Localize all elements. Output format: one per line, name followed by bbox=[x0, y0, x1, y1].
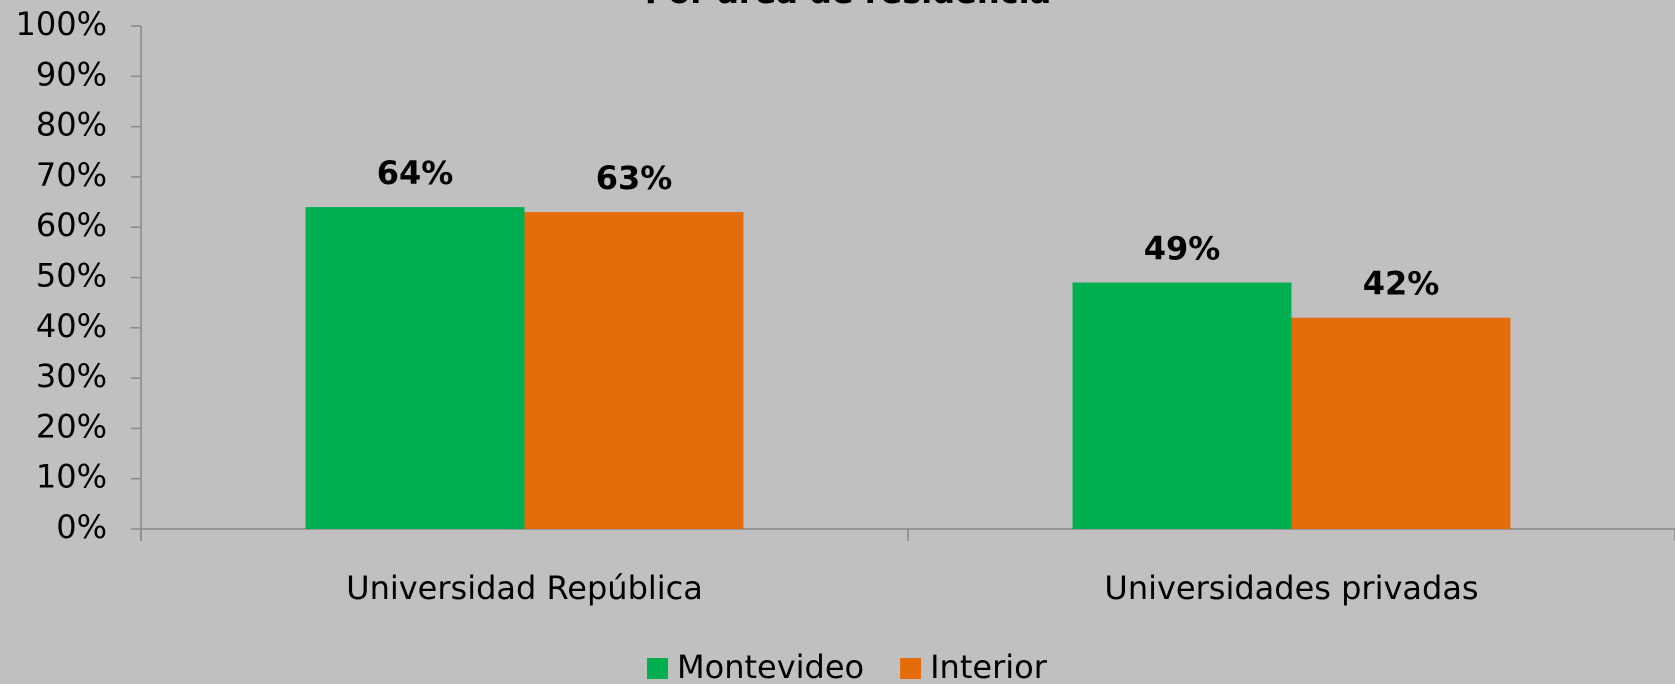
y-tick-label: 90% bbox=[36, 55, 107, 93]
x-tick-label: Universidad República bbox=[346, 569, 703, 607]
bar bbox=[1291, 317, 1511, 529]
chart-title: Por área de residencia bbox=[645, 0, 1051, 11]
data-label: 42% bbox=[1363, 265, 1440, 303]
y-tick-label: 40% bbox=[36, 307, 107, 345]
y-tick-label: 50% bbox=[36, 257, 107, 295]
y-tick-label: 20% bbox=[36, 407, 107, 445]
data-label: 64% bbox=[377, 154, 454, 192]
y-tick-label: 100% bbox=[16, 5, 107, 43]
y-tick-label: 10% bbox=[36, 458, 107, 496]
legend-swatch bbox=[647, 658, 668, 679]
y-tick-label: 70% bbox=[36, 156, 107, 194]
y-tick-label: 60% bbox=[36, 206, 107, 244]
bar bbox=[305, 207, 525, 529]
bar bbox=[1072, 282, 1292, 529]
data-label: 49% bbox=[1144, 230, 1221, 268]
y-tick-label: 30% bbox=[36, 357, 107, 395]
data-label: 63% bbox=[596, 159, 673, 197]
y-tick-label: 0% bbox=[56, 508, 107, 546]
y-tick-label: 80% bbox=[36, 106, 107, 144]
legend-swatch bbox=[900, 658, 922, 679]
bar bbox=[524, 212, 744, 530]
legend-label: Montevideo bbox=[677, 648, 864, 684]
legend-label: Interior bbox=[930, 648, 1048, 684]
x-tick-label: Universidades privadas bbox=[1104, 569, 1478, 607]
